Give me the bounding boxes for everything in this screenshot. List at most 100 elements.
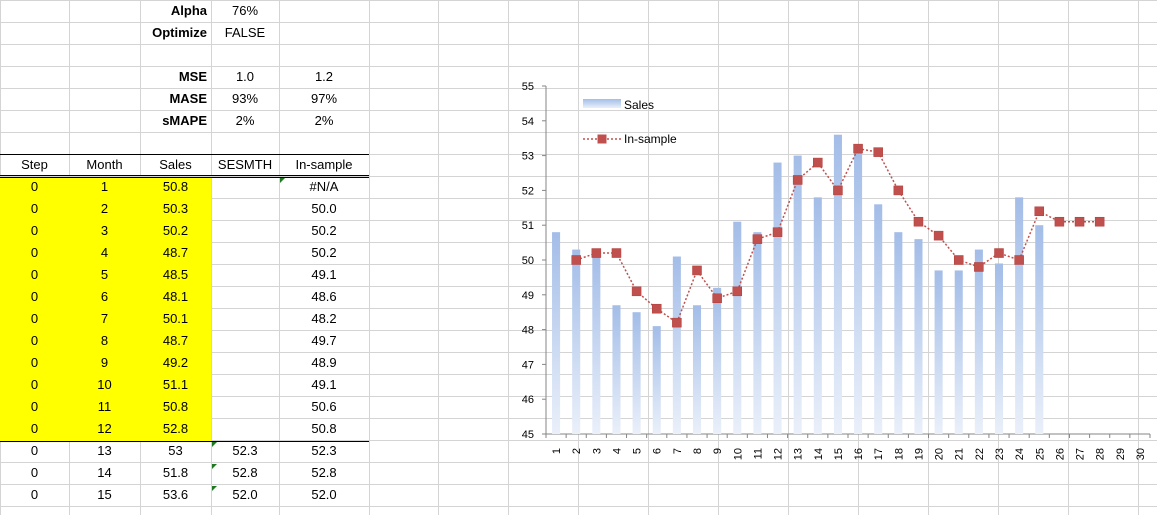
cell-month[interactable]: 6 (100, 289, 109, 304)
sales-bar (572, 249, 581, 434)
cell-in-sample[interactable]: 50.0 (311, 201, 337, 216)
in-sample-marker (1094, 216, 1105, 227)
cell-in-sample[interactable]: 48.9 (311, 355, 337, 370)
y-tick-label: 49 (522, 290, 534, 302)
cell-month[interactable]: 14 (97, 465, 112, 480)
x-tick-label: 20 (934, 448, 946, 460)
header-border-bottom-2 (0, 177, 369, 178)
sales-bar (954, 270, 963, 434)
in-sample-marker (672, 317, 682, 328)
metric-mse-1[interactable]: 1.0 (235, 69, 255, 84)
legend-in-sample-label: In-sample (624, 132, 677, 146)
sales-bar (713, 287, 722, 434)
cell-month[interactable]: 10 (97, 377, 112, 392)
cell-sales[interactable]: 50.1 (162, 311, 189, 326)
cell-step[interactable]: 0 (30, 311, 39, 326)
cell-step[interactable]: 0 (30, 289, 39, 304)
cell-month[interactable]: 1 (100, 179, 109, 194)
cell-month[interactable]: 11 (97, 399, 112, 414)
cell-sales[interactable]: 50.8 (162, 399, 189, 414)
cell-step[interactable]: 0 (30, 223, 39, 238)
x-tick-label: 23 (994, 448, 1006, 460)
sales-bar (773, 162, 782, 434)
cell-in-sample[interactable]: 50.2 (311, 223, 337, 238)
optimize-value[interactable]: FALSE (224, 25, 266, 40)
cell-in-sample[interactable]: 49.1 (311, 377, 337, 392)
cell-sales[interactable]: 49.2 (162, 355, 189, 370)
cell-month[interactable]: 9 (100, 355, 109, 370)
sales-bar (854, 148, 863, 434)
cell-sesmth[interactable]: 52.3 (232, 443, 258, 458)
x-tick-label: 28 (1095, 448, 1107, 460)
header-sales: Sales (159, 157, 192, 172)
cell-month[interactable]: 15 (97, 487, 112, 502)
in-sample-marker (651, 303, 662, 314)
cell-sales[interactable]: 51.1 (162, 377, 189, 392)
cell-step[interactable]: 0 (30, 421, 39, 436)
cell-step[interactable]: 0 (30, 443, 39, 458)
x-tick-label: 7 (672, 448, 684, 454)
cell-in-sample[interactable]: 50.6 (311, 399, 337, 414)
cell-sales[interactable]: 51.8 (162, 465, 189, 480)
x-tick-label: 24 (1014, 448, 1026, 460)
cell-month[interactable]: 3 (100, 223, 109, 238)
cell-step[interactable]: 0 (30, 399, 39, 414)
cell-month[interactable]: 7 (100, 311, 109, 326)
cell-sales[interactable]: 52.8 (162, 421, 189, 436)
in-sample-marker (893, 185, 904, 196)
cell-month[interactable]: 13 (97, 443, 112, 458)
metric-mase-1[interactable]: 93% (231, 91, 259, 106)
metric-smape-2[interactable]: 2% (314, 113, 334, 128)
cell-month[interactable]: 4 (100, 245, 109, 260)
cell-sales[interactable]: 48.7 (162, 333, 189, 348)
cell-sales[interactable]: 50.2 (162, 223, 189, 238)
metric-smape-1[interactable]: 2% (235, 113, 255, 128)
cell-step[interactable]: 0 (30, 245, 39, 260)
cell-in-sample[interactable]: 48.6 (311, 289, 337, 304)
cell-step[interactable]: 0 (30, 267, 39, 282)
cell-in-sample[interactable]: 52.8 (311, 465, 337, 480)
alpha-value[interactable]: 76% (231, 3, 259, 18)
cell-in-sample[interactable]: #N/A (309, 179, 339, 194)
cell-sales[interactable]: 48.7 (162, 245, 189, 260)
sales-bar (974, 249, 983, 434)
in-sample-marker (772, 227, 783, 237)
cell-month[interactable]: 8 (100, 333, 109, 348)
in-sample-marker (994, 248, 1004, 258)
cell-sales[interactable]: 48.5 (162, 267, 189, 282)
cell-sales[interactable]: 53 (168, 443, 183, 458)
cell-in-sample[interactable]: 49.7 (311, 333, 337, 348)
cell-sales[interactable]: 50.3 (162, 201, 189, 216)
cell-step[interactable]: 0 (30, 487, 39, 502)
x-tick-label: 25 (1034, 448, 1046, 460)
cell-step[interactable]: 0 (30, 377, 39, 392)
metric-mase-2[interactable]: 97% (310, 91, 338, 106)
cell-sesmth[interactable]: 52.0 (232, 487, 258, 502)
cell-in-sample[interactable]: 48.2 (311, 311, 337, 326)
y-tick-label: 45 (522, 429, 534, 441)
cell-sales[interactable]: 50.8 (162, 179, 189, 194)
cell-step[interactable]: 0 (30, 333, 39, 348)
x-tick-label: 17 (873, 448, 885, 460)
cell-in-sample[interactable]: 52.0 (311, 487, 337, 502)
x-tick-label: 2 (571, 448, 583, 454)
cell-step[interactable]: 0 (30, 201, 39, 216)
cell-month[interactable]: 12 (97, 421, 112, 436)
cell-sales[interactable]: 53.6 (162, 487, 189, 502)
cell-in-sample[interactable]: 49.1 (311, 267, 337, 282)
cell-sales[interactable]: 48.1 (162, 289, 189, 304)
cell-in-sample[interactable]: 50.8 (311, 421, 337, 436)
x-tick-label: 6 (652, 448, 664, 454)
metric-mse-2[interactable]: 1.2 (314, 69, 334, 84)
cell-month[interactable]: 2 (100, 201, 109, 216)
cell-step[interactable]: 0 (30, 465, 39, 480)
cell-in-sample[interactable]: 52.3 (311, 443, 337, 458)
cell-sesmth[interactable]: 52.8 (232, 465, 258, 480)
cell-month[interactable]: 5 (100, 267, 109, 282)
cell-step[interactable]: 0 (30, 355, 39, 370)
cell-step[interactable]: 0 (30, 179, 39, 194)
x-tick-label: 16 (853, 448, 865, 460)
cell-in-sample[interactable]: 50.2 (311, 245, 337, 260)
x-tick-label: 18 (893, 448, 905, 460)
